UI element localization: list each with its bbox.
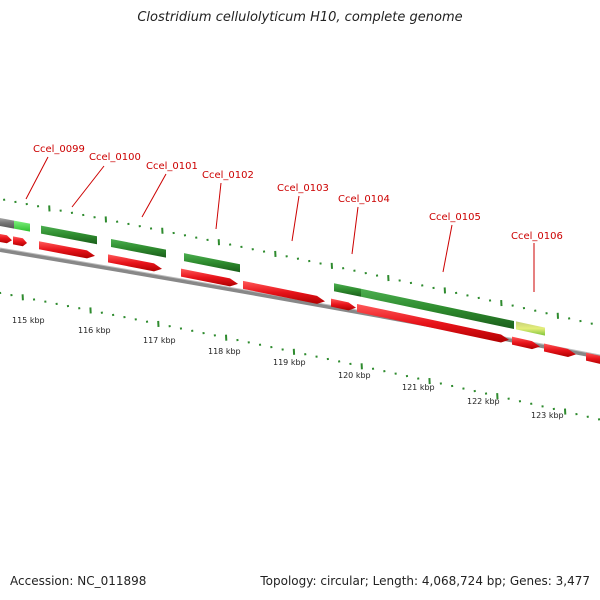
gene-arrow[interactable]: [586, 352, 600, 365]
gene-arrow[interactable]: [243, 280, 325, 304]
lower-tick-marks: [0, 291, 600, 421]
scale-label: 117 kbp: [143, 336, 176, 345]
scale-label: 123 kbp: [531, 411, 564, 420]
gene-label[interactable]: Ccel_0104: [338, 194, 390, 205]
gene-labels: Ccel_0099 Ccel_0100 Ccel_0101 Ccel_0102 …: [33, 144, 563, 242]
gene-label-leaders: [25, 156, 535, 292]
scale-label: 121 kbp: [402, 383, 435, 392]
gene-label[interactable]: Ccel_0100: [89, 152, 141, 163]
leader-line: [442, 224, 453, 273]
cds-bar[interactable]: [111, 238, 166, 258]
leader-line: [25, 156, 49, 200]
gene-label[interactable]: Ccel_0106: [511, 231, 563, 242]
gene-features: [0, 217, 600, 365]
gene-arrow[interactable]: [181, 268, 238, 287]
genome-backbone: [0, 248, 600, 359]
scale-label: 115 kbp: [12, 316, 45, 325]
leader-line: [215, 182, 222, 230]
scale-labels: 115 kbp 116 kbp 117 kbp 118 kbp 119 kbp …: [12, 316, 564, 420]
genome-summary-text: Topology: circular; Length: 4,068,724 bp…: [260, 574, 590, 588]
cds-bar[interactable]: [184, 253, 240, 273]
scale-label: 120 kbp: [338, 371, 371, 380]
gene-label[interactable]: Ccel_0101: [146, 161, 198, 172]
upper-tick-marks: [3, 198, 593, 325]
gene-arrow[interactable]: [331, 298, 356, 311]
scale-label: 116 kbp: [78, 326, 111, 335]
scale-label: 122 kbp: [467, 397, 500, 406]
gene-label[interactable]: Ccel_0102: [202, 170, 254, 181]
cds-bar[interactable]: [516, 321, 545, 336]
leader-line: [71, 165, 105, 208]
gene-arrow[interactable]: [108, 254, 162, 272]
gene-label[interactable]: Ccel_0099: [33, 144, 85, 155]
gene-arrow[interactable]: [512, 336, 540, 350]
scale-label: 119 kbp: [273, 358, 306, 367]
map-title: Clostridium cellulolyticum H10, complete…: [137, 10, 463, 25]
gene-label[interactable]: Ccel_0105: [429, 212, 481, 223]
gene-arrow[interactable]: [544, 343, 576, 357]
accession-text: Accession: NC_011898: [10, 574, 147, 588]
gene-arrow[interactable]: [13, 236, 27, 247]
cds-bar[interactable]: [41, 225, 97, 245]
cds-bar[interactable]: [361, 288, 514, 330]
cds-bar[interactable]: [0, 217, 14, 229]
leader-line: [291, 195, 300, 242]
leader-line: [141, 173, 167, 218]
gene-arrow[interactable]: [0, 233, 12, 244]
cds-bar[interactable]: [14, 220, 30, 232]
gene-arrow[interactable]: [39, 241, 95, 259]
gene-arrow[interactable]: [357, 303, 509, 343]
leader-line: [351, 206, 359, 255]
scale-label: 118 kbp: [208, 347, 241, 356]
gene-label[interactable]: Ccel_0103: [277, 183, 329, 194]
cds-bar[interactable]: [334, 283, 361, 297]
